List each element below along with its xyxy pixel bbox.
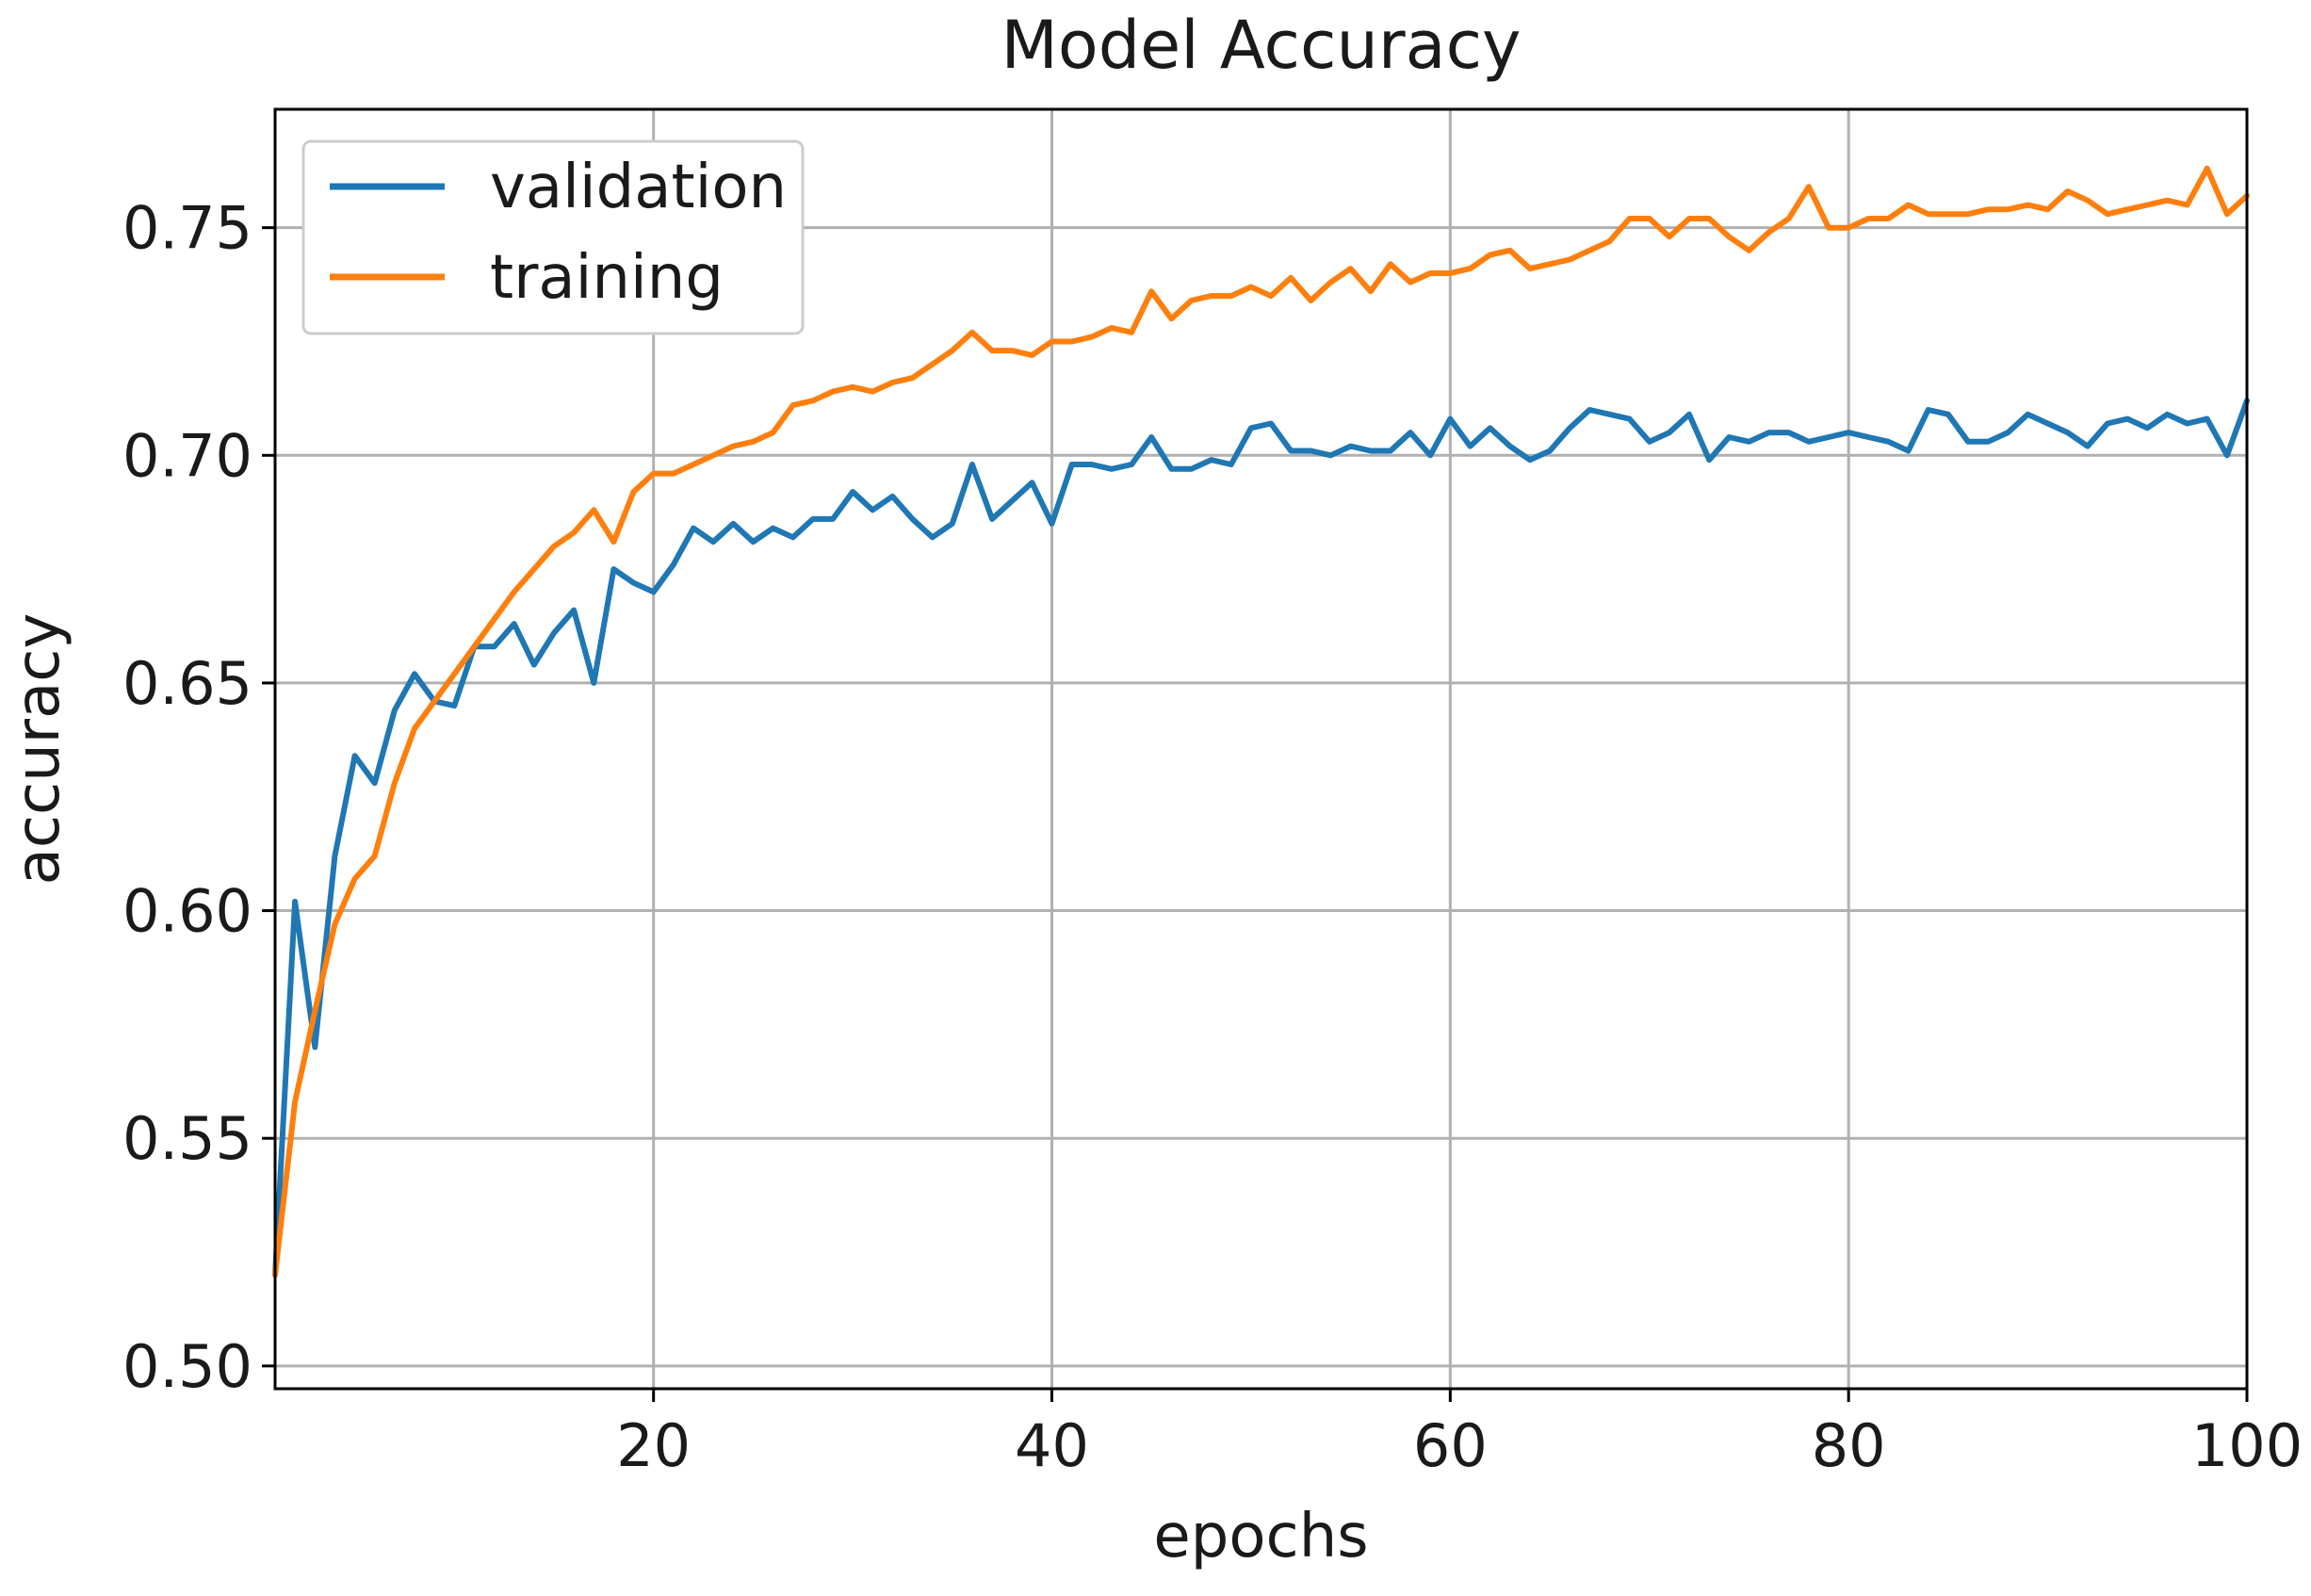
axis-ticks: 20 40 60 80 100 0.50 0.55 0.60 0.65 0.70 0.75 bbox=[122, 194, 2303, 1480]
y-tick-label: 0.60 bbox=[122, 877, 252, 946]
y-axis-label: accuracy bbox=[4, 613, 73, 886]
x-tick-label: 100 bbox=[2191, 1411, 2303, 1480]
x-tick-label: 20 bbox=[616, 1411, 691, 1480]
y-tick-label: 0.75 bbox=[122, 194, 252, 263]
series-lines bbox=[272, 165, 2250, 1278]
y-tick-label: 0.70 bbox=[122, 421, 252, 490]
y-tick-label: 0.50 bbox=[122, 1332, 252, 1401]
series-line-training bbox=[272, 165, 2250, 1278]
legend-label-training: training bbox=[490, 243, 724, 313]
x-axis-label: epochs bbox=[1153, 1502, 1368, 1572]
x-tick-label: 40 bbox=[1015, 1411, 1089, 1480]
legend: validation training bbox=[301, 139, 805, 335]
x-tick-label: 80 bbox=[1812, 1411, 1886, 1480]
legend-label-validation: validation bbox=[490, 153, 787, 222]
y-tick-label: 0.55 bbox=[122, 1104, 252, 1173]
series-line-validation bbox=[272, 398, 2250, 1278]
chart-title: Model Accuracy bbox=[1001, 7, 1521, 84]
grid bbox=[275, 109, 2249, 1389]
y-tick-label: 0.65 bbox=[122, 649, 252, 718]
x-tick-label: 60 bbox=[1413, 1411, 1488, 1480]
plot-frame bbox=[273, 107, 2249, 1391]
